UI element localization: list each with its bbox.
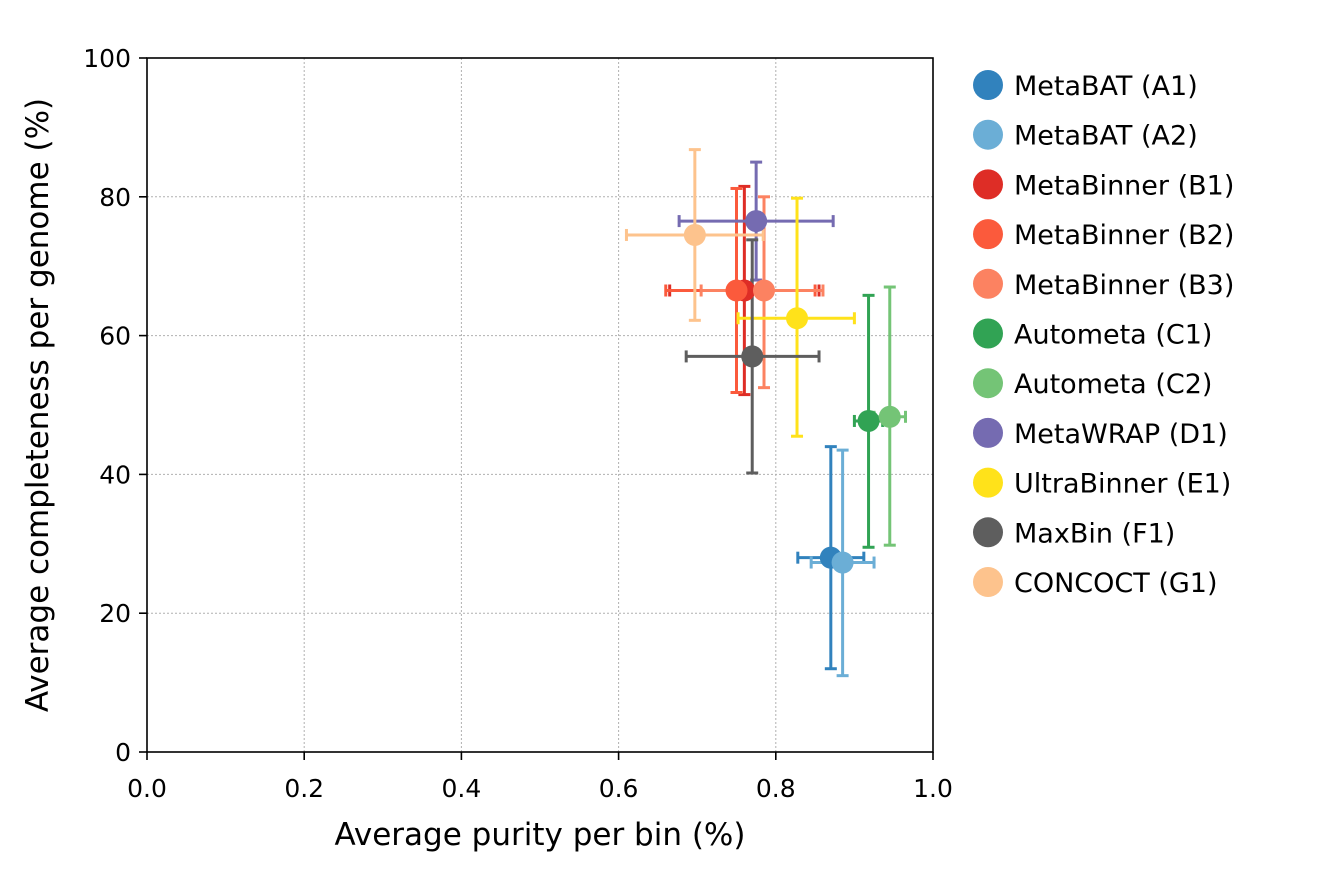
legend-marker	[973, 169, 1003, 200]
legend-marker	[973, 517, 1003, 548]
legend-item: MetaBinner (B2)	[973, 219, 1234, 251]
x-tick-label: 0.8	[756, 774, 796, 803]
legend-item: MetaWRAP (D1)	[973, 417, 1228, 450]
legend-label: Autometa (C1)	[1014, 320, 1212, 351]
legend-marker	[973, 219, 1003, 250]
legend-label: MetaWRAP (D1)	[1014, 419, 1228, 450]
legend-marker	[973, 70, 1003, 100]
legend-label: MetaBinner (B3)	[1014, 270, 1234, 301]
legend-marker	[973, 567, 1003, 597]
data-point	[745, 210, 768, 233]
data-point	[857, 409, 880, 432]
y-axis-label: Average completeness per genome (%)	[20, 98, 56, 712]
y-axis: 0 20 40 60 80 100	[83, 44, 147, 767]
legend-label: UltraBinner (E1)	[1014, 469, 1231, 500]
legend-label: MetaBinner (B2)	[1014, 220, 1234, 251]
legend-label: CONCOCT (G1)	[1014, 568, 1218, 599]
data-points	[683, 210, 901, 574]
x-axis-label: Average purity per bin (%)	[335, 817, 746, 853]
y-tick-label: 20	[99, 599, 131, 628]
legend-label: MetaBAT (A1)	[1014, 71, 1198, 102]
x-tick-label: 0.2	[284, 774, 324, 803]
x-tick-label: 1.0	[913, 774, 953, 803]
y-tick-label: 80	[99, 183, 131, 212]
legend: MetaBAT (A1) MetaBAT (A2) MetaBinner (B1) M…	[973, 70, 1234, 599]
legend-label: Autometa (C2)	[1014, 369, 1212, 400]
legend-item: MetaBinner (B3)	[973, 268, 1234, 301]
data-point	[786, 307, 809, 330]
legend-marker	[973, 417, 1003, 448]
x-tick-label: 0.4	[442, 774, 482, 803]
legend-item: UltraBinner (E1)	[973, 467, 1231, 500]
x-axis: 0.0 0.2 0.4 0.6 0.8 1.0	[127, 752, 953, 803]
data-point	[878, 405, 901, 428]
y-tick-label: 40	[99, 460, 131, 489]
legend-marker	[973, 268, 1003, 299]
legend-marker	[973, 467, 1003, 498]
data-point	[753, 279, 776, 302]
legend-marker	[973, 318, 1003, 349]
grid-lines	[147, 58, 933, 752]
plot-frame	[146, 57, 934, 753]
legend-label: MetaBAT (A2)	[1014, 121, 1198, 152]
legend-item: Autometa (C1)	[973, 318, 1212, 351]
data-point	[725, 279, 748, 302]
y-tick-label: 0	[115, 738, 131, 767]
y-tick-label: 60	[99, 322, 131, 351]
legend-item: CONCOCT (G1)	[973, 567, 1218, 599]
legend-item: MaxBin (F1)	[973, 517, 1175, 549]
x-tick-label: 0.0	[127, 774, 167, 803]
legend-marker	[973, 368, 1003, 399]
legend-item: MetaBinner (B1)	[973, 169, 1234, 201]
x-tick-label: 0.6	[599, 774, 639, 803]
legend-label: MetaBinner (B1)	[1014, 170, 1234, 201]
legend-marker	[973, 119, 1003, 150]
legend-item: MetaBAT (A2)	[973, 119, 1198, 152]
legend-item: Autometa (C2)	[973, 368, 1212, 400]
data-point	[683, 223, 706, 246]
data-point	[741, 345, 764, 368]
legend-label: MaxBin (F1)	[1014, 518, 1175, 549]
legend-item: MetaBAT (A1)	[973, 70, 1198, 102]
data-point	[831, 551, 854, 574]
y-tick-label: 100	[83, 44, 131, 73]
